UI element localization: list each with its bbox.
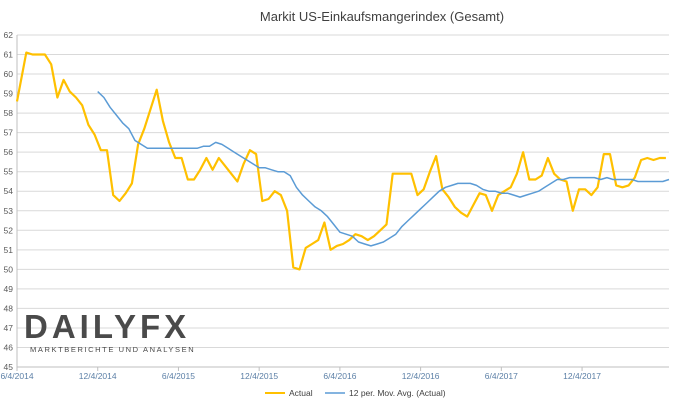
y-tick-label-60: 60 [4,69,14,79]
y-tick-label-55: 55 [4,167,14,177]
y-tick-label-49: 49 [4,284,14,294]
y-tick-label-54: 54 [4,186,14,196]
legend-label-actual: Actual [289,388,313,398]
y-tick-label-53: 53 [4,206,14,216]
chart-title: Markit US-Einkaufsmangerindex (Gesamt) [260,9,504,24]
y-tick-label-48: 48 [4,303,14,313]
y-axis-ticks: 45 46 47 48 49 50 51 52 53 54 55 56 57 58 59 60 61 62 [4,30,14,372]
x-tick-label-6: 6/4/2017 [485,371,518,381]
y-tick-label-52: 52 [4,225,14,235]
y-tick-label-57: 57 [4,128,14,138]
dailyfx-logo: DAILYFX MARKTBERICHTE UND ANALYSEN [24,308,195,354]
x-axis-ticks: 6/4/2014 12/4/2014 6/4/2015 12/4/2015 6/4/20… [0,367,601,381]
y-tick-label-46: 46 [4,342,14,352]
logo-tagline: MARKTBERICHTE UND ANALYSEN [30,345,195,354]
legend: Actual 12 per. Mov. Avg. (Actual) [265,388,446,398]
series-lines [15,51,670,271]
x-tick-label-1: 12/4/2014 [79,371,117,381]
series-line-moving-average [97,91,670,247]
y-tick-label-62: 62 [4,30,14,40]
x-tick-label-3: 12/4/2015 [240,371,278,381]
series-line-actual [15,51,666,271]
y-tick-label-56: 56 [4,147,14,157]
x-tick-label-4: 6/4/2016 [323,371,356,381]
y-tick-label-61: 61 [4,50,14,60]
grid-lines [16,34,669,368]
y-tick-label-51: 51 [4,245,14,255]
x-tick-label-7: 12/4/2017 [563,371,601,381]
y-tick-label-45: 45 [4,362,14,372]
x-tick-label-0: 6/4/2014 [0,371,33,381]
y-tick-label-50: 50 [4,264,14,274]
y-tick-label-47: 47 [4,323,14,333]
legend-label-moving-average: 12 per. Mov. Avg. (Actual) [349,388,446,398]
y-tick-label-58: 58 [4,108,14,118]
x-tick-label-2: 6/4/2015 [162,371,195,381]
y-tick-label-59: 59 [4,89,14,99]
x-tick-label-5: 12/4/2016 [402,371,440,381]
logo-wordmark: DAILYFX [24,308,190,345]
